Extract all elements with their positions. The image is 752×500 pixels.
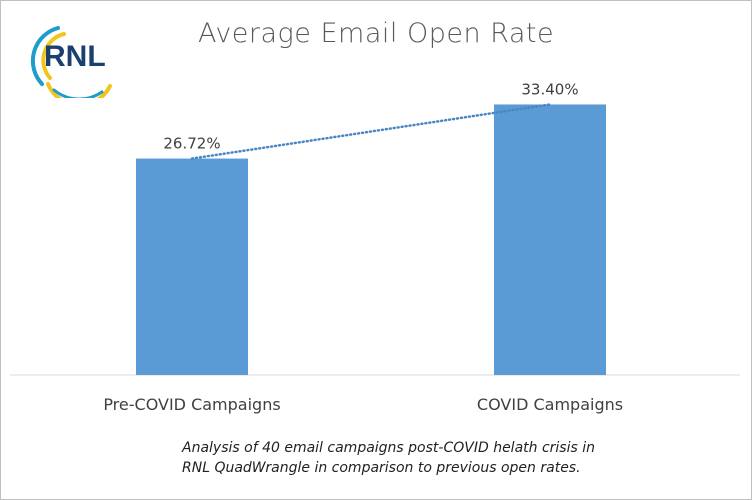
x-tick-label: COVID Campaigns	[477, 395, 623, 414]
rnl-logo: RNL	[30, 26, 112, 98]
data-label: 33.40%	[521, 80, 578, 98]
logo-text: RNL	[44, 40, 106, 73]
bar	[136, 158, 248, 375]
data-label: 26.72%	[163, 135, 220, 153]
bar	[494, 104, 606, 376]
chart-title: Average Email Open Rate	[197, 18, 555, 49]
chart-caption: Analysis of 40 email campaigns post-COVI…	[182, 440, 595, 476]
x-tick-label: Pre-COVID Campaigns	[103, 395, 280, 414]
trendline	[190, 103, 552, 160]
